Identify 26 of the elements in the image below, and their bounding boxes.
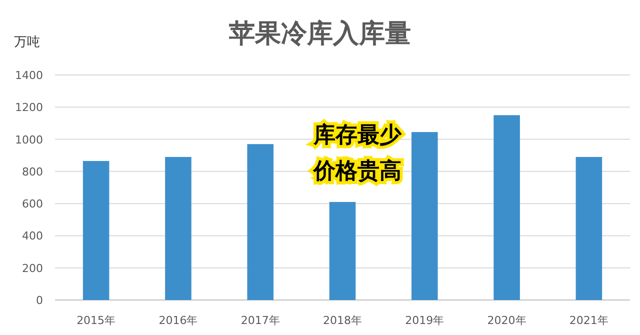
y-tick-label: 1000 xyxy=(15,133,43,146)
x-tick-label: 2017年 xyxy=(240,314,280,327)
bar xyxy=(82,160,110,300)
bar xyxy=(576,156,602,300)
annotation: 库存最少 xyxy=(312,122,402,148)
bar xyxy=(165,156,192,300)
x-tick-label: 2020年 xyxy=(487,314,526,327)
y-tick-label: 1400 xyxy=(15,69,43,82)
bar xyxy=(329,202,356,300)
x-tick-label: 2016年 xyxy=(158,314,198,327)
x-tick-label: 2019年 xyxy=(405,314,444,327)
y-tick-label: 0 xyxy=(36,294,43,307)
bar xyxy=(412,132,438,300)
annotation: 价格贵高 xyxy=(312,158,402,184)
chart-title: 苹果冷库入库量 xyxy=(228,19,411,49)
y-tick-label: 1200 xyxy=(15,101,43,114)
y-tick-label: 400 xyxy=(22,230,43,243)
bar xyxy=(494,115,520,300)
x-tick-label: 2018年 xyxy=(323,314,362,327)
x-tick-label: 2015年 xyxy=(76,314,116,327)
y-tick-label: 600 xyxy=(22,198,43,211)
bar xyxy=(247,144,274,300)
y-axis-title: 万吨 xyxy=(14,35,40,50)
y-tick-label: 200 xyxy=(22,262,43,275)
x-tick-label: 2021年 xyxy=(569,314,608,327)
y-tick-label: 800 xyxy=(22,165,43,178)
